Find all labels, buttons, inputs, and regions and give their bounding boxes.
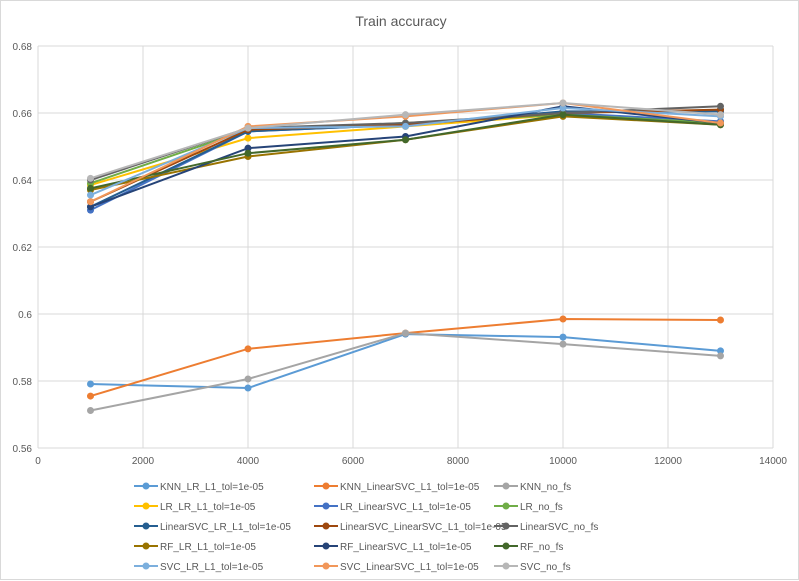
legend-item: LinearSVC_no_fs — [494, 522, 598, 533]
y-tick-label: 0.6 — [18, 310, 32, 321]
legend-marker — [322, 542, 330, 550]
legend-marker — [322, 502, 330, 510]
data-point — [402, 329, 409, 337]
data-point — [244, 134, 252, 142]
y-tick-label: 0.56 — [13, 444, 33, 455]
legend-item: LR_LinearSVC_L1_tol=1e-05 — [314, 502, 471, 513]
data-point — [559, 340, 567, 348]
x-tick-label: 12000 — [654, 456, 682, 467]
data-point — [87, 174, 94, 182]
data-point — [244, 345, 252, 353]
data-point — [559, 111, 567, 119]
data-point — [87, 191, 94, 199]
data-point — [87, 380, 94, 388]
data-point — [402, 111, 409, 119]
data-point — [559, 104, 567, 112]
x-tick-label: 0 — [35, 456, 41, 467]
legend-item: SVC_no_fs — [494, 562, 571, 573]
legend-marker — [142, 522, 150, 530]
x-tick-label: 2000 — [132, 456, 155, 467]
legend-item: LR_LR_L1_tol=1e-05 — [134, 502, 256, 513]
data-point — [717, 352, 724, 360]
legend-marker — [502, 482, 510, 490]
x-tick-label: 8000 — [447, 456, 470, 467]
legend-label: KNN_LinearSVC_L1_tol=1e-05 — [340, 482, 480, 493]
legend-marker — [322, 522, 330, 530]
legend-item: KNN_LinearSVC_L1_tol=1e-05 — [314, 482, 480, 493]
data-point — [402, 122, 409, 130]
chart-title: Train accuracy — [355, 13, 446, 29]
legend-label: LR_no_fs — [520, 502, 563, 513]
x-tick-label: 14000 — [759, 456, 787, 467]
legend-marker — [142, 562, 150, 570]
legend-marker — [322, 482, 330, 490]
data-point — [717, 347, 724, 355]
legend-label: RF_no_fs — [520, 542, 563, 553]
x-tick-label: 4000 — [237, 456, 260, 467]
data-point — [717, 102, 724, 110]
series-KNN_no_fs — [87, 329, 724, 414]
y-tick-label: 0.68 — [13, 42, 33, 53]
legend-item: RF_LR_L1_tol=1e-05 — [134, 542, 256, 553]
legend-label: RF_LR_L1_tol=1e-05 — [160, 542, 256, 553]
legend-marker — [502, 502, 510, 510]
series-line — [90, 333, 721, 390]
legend-label: SVC_LR_L1_tol=1e-05 — [160, 562, 264, 573]
data-point — [87, 203, 94, 211]
legend-label: LinearSVC_LR_L1_tol=1e-05 — [160, 522, 291, 533]
legend-item: LR_no_fs — [494, 502, 563, 513]
data-point — [87, 406, 94, 414]
data-point — [559, 99, 567, 107]
legend-item: KNN_no_fs — [494, 482, 571, 493]
data-point — [559, 333, 567, 341]
legend-marker — [502, 542, 510, 550]
legend-marker — [502, 522, 510, 530]
legend-label: SVC_no_fs — [520, 562, 571, 573]
legend-item: RF_LinearSVC_L1_tol=1e-05 — [314, 542, 472, 553]
legend-item: KNN_LR_L1_tol=1e-05 — [134, 482, 264, 493]
legend-label: LR_LinearSVC_L1_tol=1e-05 — [340, 502, 471, 513]
data-point — [244, 149, 252, 157]
legend-marker — [322, 562, 330, 570]
data-point — [717, 111, 724, 119]
legend-item: LinearSVC_LR_L1_tol=1e-05 — [134, 522, 291, 533]
data-point — [244, 384, 252, 392]
legend-label: KNN_LR_L1_tol=1e-05 — [160, 482, 264, 493]
data-point — [402, 136, 409, 144]
data-point — [244, 144, 252, 152]
legend-item: SVC_LR_L1_tol=1e-05 — [134, 562, 264, 573]
x-tick-label: 6000 — [342, 456, 365, 467]
legend-label: LR_LR_L1_tol=1e-05 — [160, 502, 256, 513]
series-SVC_no_fs — [87, 99, 724, 182]
data-point — [244, 375, 252, 383]
legend-item: SVC_LinearSVC_L1_tol=1e-05 — [314, 562, 479, 573]
data-point — [559, 315, 567, 323]
y-tick-label: 0.58 — [13, 377, 33, 388]
series-KNN_LR_L1_tol=1e-05 — [87, 330, 724, 392]
legend-label: SVC_LinearSVC_L1_tol=1e-05 — [340, 562, 479, 573]
y-tick-label: 0.62 — [13, 243, 33, 254]
legend-item: RF_no_fs — [494, 542, 563, 553]
data-point — [244, 124, 252, 132]
y-tick-label: 0.64 — [13, 176, 33, 187]
legend-label: LinearSVC_LinearSVC_L1_tol=1e-05 — [340, 522, 507, 533]
x-tick-label: 10000 — [549, 456, 577, 467]
legend-marker — [142, 482, 150, 490]
legend-label: KNN_no_fs — [520, 482, 571, 493]
legend-item: LinearSVC_LinearSVC_L1_tol=1e-05 — [314, 522, 507, 533]
y-tick-label: 0.66 — [13, 109, 33, 120]
data-point — [87, 392, 94, 400]
legend-marker — [142, 502, 150, 510]
data-point — [717, 316, 724, 324]
legend-label: RF_LinearSVC_L1_tol=1e-05 — [340, 542, 472, 553]
data-point — [717, 119, 724, 127]
data-point — [87, 198, 94, 206]
legend-marker — [502, 562, 510, 570]
series-line — [90, 332, 721, 412]
legend-marker — [142, 542, 150, 550]
data-point — [87, 184, 94, 192]
legend-label: LinearSVC_no_fs — [520, 522, 598, 533]
